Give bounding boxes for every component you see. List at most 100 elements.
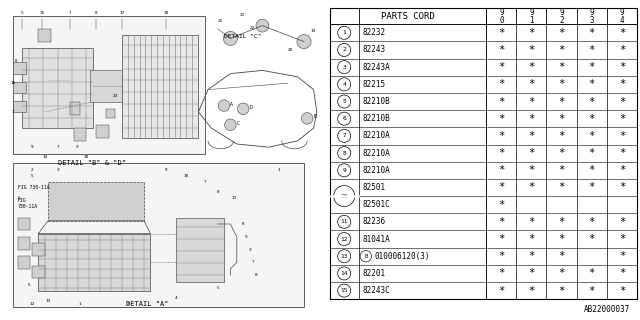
Text: *: * [528,28,534,38]
Bar [90,70,122,102]
Text: 13: 13 [45,299,51,303]
Text: *: * [619,79,625,89]
Bar [106,109,115,118]
Text: *: * [559,148,564,158]
Text: 9: 9 [31,145,33,149]
Text: 23: 23 [113,94,118,98]
Text: 12: 12 [29,302,35,306]
Text: *: * [528,62,534,72]
Text: *: * [589,97,595,107]
Text: 9: 9 [342,168,346,173]
Text: *: * [498,286,504,296]
Bar [38,29,51,42]
Text: 15: 15 [39,11,44,15]
Text: *: * [619,165,625,175]
Text: 8: 8 [95,11,97,15]
Text: *: * [498,62,504,72]
Text: 82501: 82501 [363,183,386,192]
Text: 82232: 82232 [363,28,386,37]
Text: 82501C: 82501C [363,200,390,209]
Text: 21: 21 [218,20,223,23]
Text: *: * [589,131,595,141]
Text: *: * [498,182,504,192]
Bar [38,234,150,291]
Bar [176,218,224,282]
Text: *: * [559,114,564,124]
Bar [32,243,45,256]
Text: *: * [589,62,595,72]
Text: FIG 730-11A: FIG 730-11A [18,185,49,190]
Text: 9: 9 [165,168,168,172]
Text: *: * [528,45,534,55]
Circle shape [297,35,311,49]
Text: *: * [498,148,504,158]
Circle shape [225,119,236,131]
Text: 14: 14 [42,155,47,159]
Text: *: * [498,28,504,38]
Text: 3: 3 [127,302,129,306]
Text: 12: 12 [340,236,348,242]
Text: *: * [619,286,625,296]
Text: 82243: 82243 [363,45,386,54]
Text: 7: 7 [12,110,14,114]
Text: *: * [498,131,504,141]
Text: 8: 8 [255,273,257,277]
Text: 6: 6 [342,116,346,121]
Text: 1: 1 [342,30,346,35]
Text: 82210B: 82210B [363,114,390,123]
Text: 2: 2 [31,168,33,172]
Text: 13: 13 [340,254,348,259]
Text: *: * [559,234,564,244]
Text: *: * [619,114,625,124]
Text: *: * [498,234,504,244]
Text: *: * [528,79,534,89]
Text: 10: 10 [183,174,188,178]
Text: *: * [619,97,625,107]
Text: *: * [619,217,625,227]
Text: *: * [498,268,504,278]
Text: *: * [559,131,564,141]
Text: *: * [619,234,625,244]
Text: *: * [528,131,534,141]
Bar [96,125,109,138]
Text: *: * [528,268,534,278]
Text: 7: 7 [56,145,59,149]
Text: *: * [528,217,534,227]
Text: 3: 3 [248,248,251,252]
Text: *: * [589,268,595,278]
Text: *: * [559,28,564,38]
Bar [22,48,93,128]
Text: 11: 11 [231,196,236,200]
Text: FIG
730-11A: FIG 730-11A [18,198,38,209]
Text: 18: 18 [84,155,89,159]
Circle shape [237,103,249,115]
Text: 8: 8 [242,222,244,226]
Text: 82243A: 82243A [363,63,390,72]
Text: 18: 18 [164,11,169,15]
Text: *: * [589,148,595,158]
Text: 9
2: 9 2 [559,8,564,25]
Bar [122,35,198,138]
Text: 6: 6 [18,196,20,200]
Text: *: * [589,286,595,296]
Text: *: * [559,165,564,175]
Text: *: * [559,62,564,72]
Text: 17: 17 [119,11,124,15]
Text: *: * [559,79,564,89]
Text: *: * [528,165,534,175]
Text: *: * [559,217,564,227]
Text: *: * [528,97,534,107]
Text: *: * [619,28,625,38]
Text: 3: 3 [56,168,59,172]
Text: D: D [250,105,252,110]
Text: *: * [498,45,504,55]
Text: 5: 5 [216,286,219,290]
Bar [18,218,31,230]
Text: *: * [528,182,534,192]
Text: 1: 1 [79,302,81,306]
Text: *: * [589,165,595,175]
Text: 82210B: 82210B [363,97,390,106]
Text: 20: 20 [288,48,293,52]
Text: 82201: 82201 [363,269,386,278]
Text: 82243C: 82243C [363,286,390,295]
